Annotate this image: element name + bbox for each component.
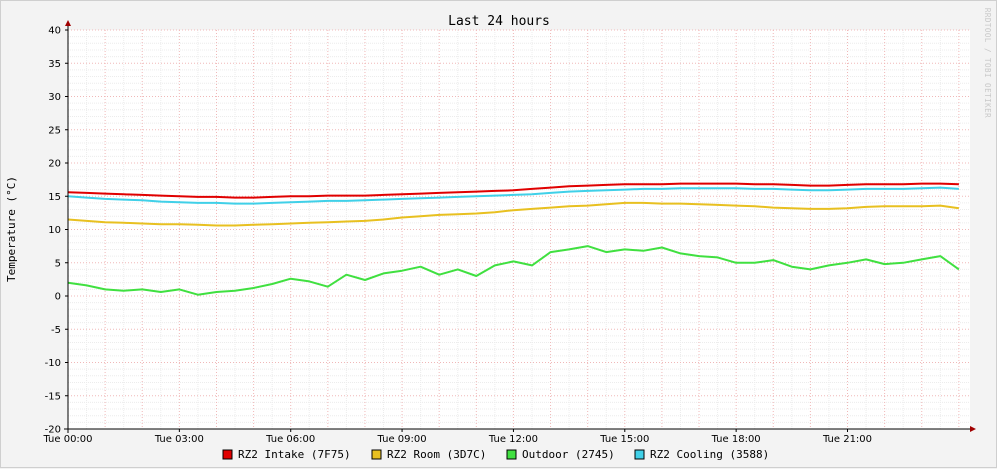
legend-swatch-2 [506, 449, 517, 460]
y-tick-label: 15 [48, 192, 61, 203]
x-tick-label: Tue 00:00 [42, 434, 92, 445]
x-tick-label: Tue 12:00 [488, 434, 538, 445]
legend-label-0: RZ2 Intake (7F75) [238, 448, 351, 461]
legend-swatch-1 [371, 449, 382, 460]
y-tick-label: 35 [48, 59, 61, 70]
rrdtool-watermark: RRDTOOL / TOBI OETIKER [983, 8, 992, 118]
y-tick-label: 5 [55, 258, 61, 269]
legend-label-2: Outdoor (2745) [522, 448, 615, 461]
y-tick-labels: 40 35 30 25 20 15 10 5 0 -5 -10 -15 -20 [45, 26, 61, 436]
y-axis-arrow [65, 20, 71, 26]
x-tick-label: Tue 15:00 [599, 434, 649, 445]
legend-swatch-0 [222, 449, 233, 460]
legend-swatch-3 [634, 449, 645, 460]
y-tick-label: 10 [48, 225, 61, 236]
x-tick-label: Tue 18:00 [711, 434, 761, 445]
chart-title: Last 24 hours [448, 14, 550, 29]
y-tick-label: 40 [48, 26, 61, 37]
series-line-0 [67, 182, 959, 199]
x-tick-labels: Tue 00:00 Tue 03:00 Tue 06:00 Tue 09:00 Tue … [42, 434, 872, 445]
legend-label-3: RZ2 Cooling (3588) [650, 448, 769, 461]
series-line-2 [67, 245, 960, 296]
x-tick-label: Tue 09:00 [377, 434, 427, 445]
series-line-3 [67, 186, 959, 205]
y-tick-label: 20 [48, 159, 61, 170]
x-tick-label: Tue 06:00 [265, 434, 315, 445]
y-tick-label: 30 [48, 92, 61, 103]
series-line-1 [67, 201, 960, 227]
legend: RZ2 Intake (7F75) RZ2 Room (3D7C) Outdoor … [222, 448, 769, 461]
y-tick-label: -15 [45, 391, 61, 402]
y-tick-label: -20 [45, 425, 61, 436]
x-tick-label: Tue 21:00 [822, 434, 872, 445]
y-axis-label: Temperature (°C) [5, 176, 18, 282]
y-tick-label: 25 [48, 125, 61, 136]
x-axis-arrow [970, 426, 976, 432]
y-tick-label: -10 [45, 358, 61, 369]
axes-layer [64, 20, 976, 433]
series-layer [67, 182, 960, 296]
x-tick-label: Tue 03:00 [154, 434, 204, 445]
y-tick-label: 0 [55, 292, 61, 303]
y-tick-label: -5 [51, 325, 61, 336]
legend-label-1: RZ2 Room (3D7C) [387, 448, 486, 461]
